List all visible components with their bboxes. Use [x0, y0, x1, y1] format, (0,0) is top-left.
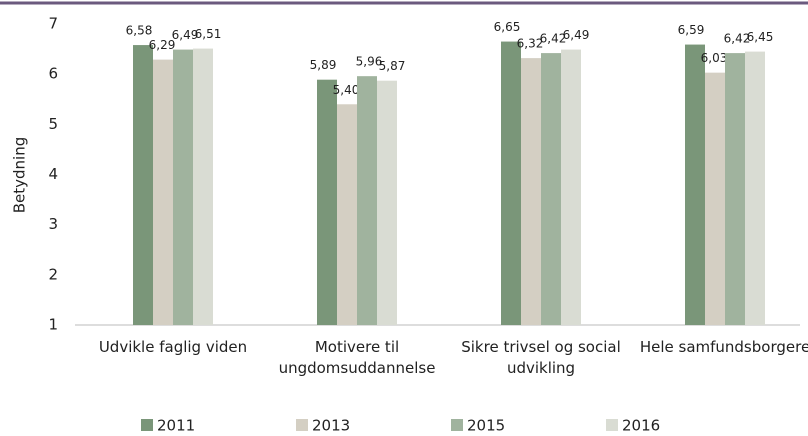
bar [521, 58, 541, 325]
value-label: 6,65 [494, 20, 521, 34]
value-label: 6,29 [149, 38, 176, 52]
bar [501, 41, 521, 325]
value-label: 6,42 [540, 32, 567, 46]
bar [377, 80, 397, 326]
legend-swatch [296, 419, 308, 431]
bar [541, 53, 561, 325]
value-label: 6,49 [172, 28, 199, 42]
x-tick-label: Hele samfundsborgere [639, 338, 808, 356]
bar [357, 76, 377, 325]
value-label: 5,87 [379, 59, 406, 73]
legend-swatch [606, 419, 618, 431]
y-tick-label: 7 [48, 15, 58, 33]
legend-label: 2013 [312, 417, 350, 435]
y-tick-label: 1 [48, 316, 58, 334]
bar [337, 104, 357, 326]
bar [705, 72, 725, 325]
legend-label: 2015 [467, 417, 505, 435]
y-tick-label: 6 [48, 65, 58, 83]
bar [725, 53, 745, 325]
bar [153, 59, 173, 325]
value-label: 6,59 [678, 23, 705, 37]
x-tick-label: Udvikle faglig viden [98, 338, 248, 356]
value-label: 5,89 [310, 58, 337, 72]
bar [685, 44, 705, 326]
value-label: 6,45 [747, 30, 774, 44]
value-label: 5,96 [356, 55, 383, 69]
value-label: 6,42 [724, 32, 751, 46]
value-label: 6,49 [563, 28, 590, 42]
bar [317, 79, 337, 325]
bar [133, 45, 153, 325]
y-tick-label: 3 [48, 215, 58, 233]
value-label: 6,58 [126, 24, 153, 38]
legend-swatch [451, 419, 463, 431]
legend-swatch [141, 419, 153, 431]
x-tick-label: Motivere til ungdomsuddannelse [278, 338, 436, 377]
value-label: 6,51 [195, 27, 222, 41]
value-label: 6,32 [517, 37, 544, 51]
y-tick-label: 2 [48, 265, 58, 283]
legend-label: 2016 [622, 417, 660, 435]
x-tick-label: Sikre trivsel og social udvikling [461, 338, 621, 377]
bar [193, 48, 213, 325]
bar [745, 51, 765, 325]
value-label: 6,03 [701, 51, 728, 65]
y-tick-label: 5 [48, 115, 58, 133]
value-label: 5,40 [333, 83, 360, 97]
bar [173, 49, 193, 326]
y-axis-label: Betydning [11, 137, 29, 214]
y-tick-label: 4 [48, 165, 58, 183]
bar [561, 49, 581, 326]
legend-label: 2011 [157, 417, 195, 435]
